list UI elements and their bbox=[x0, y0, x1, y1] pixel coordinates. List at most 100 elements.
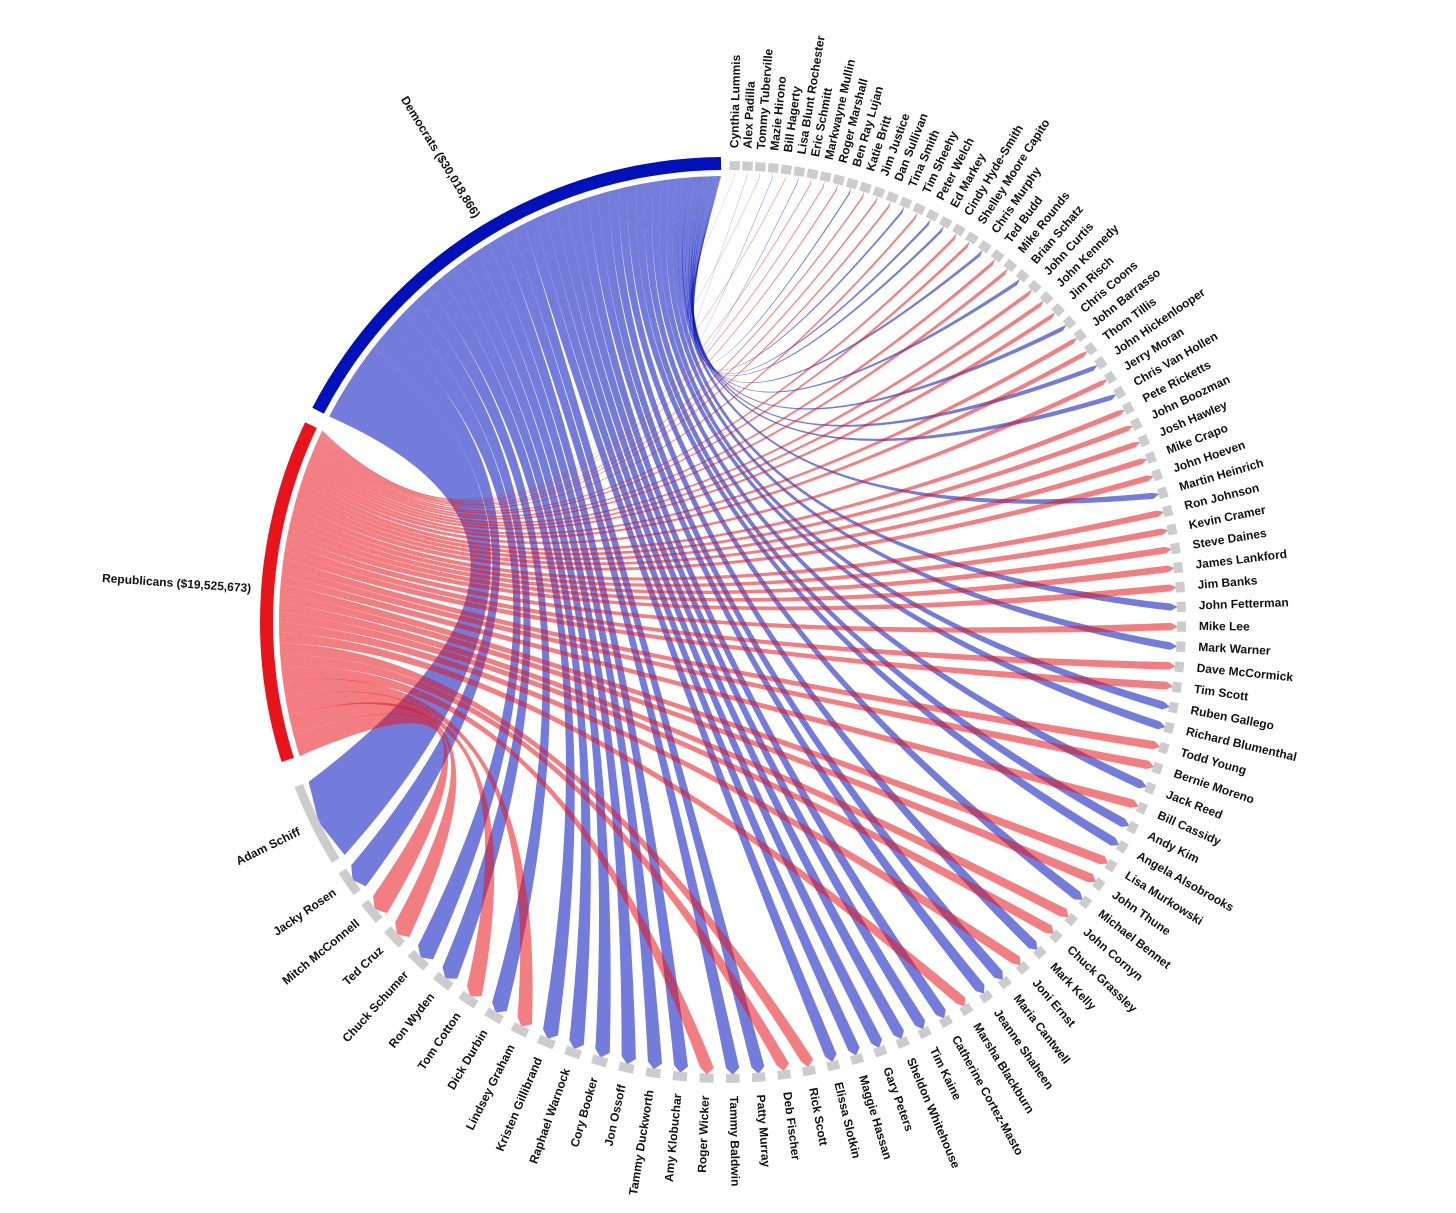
node-arc bbox=[1157, 741, 1170, 755]
node-arc bbox=[1078, 895, 1093, 909]
node-label: Elissa Slotkin bbox=[831, 1081, 863, 1160]
node-label: John Fetterman bbox=[1198, 595, 1288, 612]
ribbon bbox=[288, 702, 457, 937]
ribbon bbox=[403, 299, 531, 979]
ribbon bbox=[489, 236, 688, 1073]
ribbon bbox=[691, 176, 944, 376]
node-arc bbox=[1126, 820, 1139, 835]
node-label: Dave McCormick bbox=[1196, 661, 1294, 684]
node-arc bbox=[997, 975, 1012, 990]
node-arc bbox=[873, 1045, 888, 1058]
node-arc bbox=[432, 971, 454, 991]
node-arc bbox=[564, 1045, 582, 1060]
node-label: James Lankford bbox=[1195, 547, 1288, 572]
node-arc bbox=[1166, 523, 1178, 536]
node-arc bbox=[1162, 504, 1174, 518]
node-label: Jacky Rosen bbox=[270, 885, 338, 938]
node-arc bbox=[1176, 601, 1186, 613]
node-label: Rick Scott bbox=[806, 1086, 831, 1146]
node-arc bbox=[1144, 451, 1157, 465]
node-label: Mark Warner bbox=[1198, 640, 1271, 658]
ribbon bbox=[501, 229, 740, 1075]
node-arc bbox=[1144, 781, 1157, 795]
node-label: Adam Schiff bbox=[234, 824, 304, 868]
node-arc bbox=[1103, 370, 1118, 385]
node-arc bbox=[1039, 291, 1054, 305]
node-arc bbox=[751, 1072, 766, 1083]
node-arc bbox=[536, 1034, 556, 1050]
ribbons bbox=[278, 169, 1178, 1075]
node-arc bbox=[1073, 328, 1088, 343]
node-arc bbox=[793, 166, 806, 177]
node-arc bbox=[1173, 561, 1184, 574]
node-arc bbox=[384, 926, 406, 948]
node-label: Jon Ossoff bbox=[602, 1082, 629, 1147]
ribbon bbox=[524, 218, 837, 1063]
node-label: Jim Banks bbox=[1197, 573, 1258, 592]
ribbon bbox=[287, 528, 1177, 611]
node-arc bbox=[618, 1061, 635, 1074]
node-label: Mike Lee bbox=[1199, 619, 1250, 634]
ribbon bbox=[389, 313, 521, 960]
node-arc bbox=[819, 171, 832, 183]
node-arc bbox=[1151, 761, 1164, 775]
ribbon bbox=[477, 243, 662, 1070]
ribbon bbox=[293, 713, 448, 914]
node-arc bbox=[1051, 303, 1065, 317]
arcs bbox=[259, 157, 1187, 1083]
ribbon bbox=[313, 258, 996, 518]
node-arc bbox=[767, 163, 779, 174]
node-arc bbox=[978, 989, 994, 1004]
node-arc bbox=[1062, 315, 1077, 330]
node-arc bbox=[484, 1007, 504, 1025]
node-arc bbox=[895, 1036, 910, 1049]
ribbon bbox=[280, 574, 1139, 808]
node-arc bbox=[699, 1073, 714, 1083]
node-arc bbox=[978, 240, 992, 254]
node-label: Roger Wicker bbox=[695, 1095, 712, 1173]
node-arc bbox=[1137, 434, 1151, 448]
ribbon bbox=[285, 691, 495, 997]
node-arc bbox=[1130, 417, 1143, 431]
node-arc bbox=[338, 868, 361, 896]
node-arc bbox=[361, 899, 383, 923]
node-label: Sheldon Whitehouse bbox=[904, 1056, 963, 1171]
node-arc bbox=[1115, 840, 1129, 854]
node-arc bbox=[754, 162, 766, 172]
node-arc bbox=[1033, 945, 1047, 960]
ribbon bbox=[428, 277, 575, 1039]
node-arc bbox=[672, 1071, 688, 1082]
ribbon bbox=[282, 557, 1161, 750]
node-arc bbox=[899, 196, 913, 209]
node-label: Ted Cruz bbox=[340, 943, 386, 988]
node-label: Tim Scott bbox=[1193, 682, 1249, 704]
node-label: Steve Daines bbox=[1192, 526, 1268, 552]
node-arc bbox=[1135, 801, 1149, 815]
node-arc bbox=[938, 215, 953, 229]
ribbon bbox=[351, 328, 501, 887]
node-arc bbox=[1003, 258, 1018, 273]
node-arc bbox=[1171, 681, 1182, 693]
ribbon bbox=[281, 566, 1155, 769]
group-arc bbox=[259, 422, 317, 762]
node-arc bbox=[990, 249, 1005, 263]
ribbon bbox=[441, 268, 591, 1050]
node-arc bbox=[850, 1052, 865, 1066]
node-arc bbox=[938, 1014, 954, 1029]
ribbon bbox=[308, 347, 491, 855]
node-arc bbox=[1092, 877, 1106, 891]
node-arc bbox=[1064, 912, 1079, 927]
node-arc bbox=[806, 168, 819, 180]
node-arc bbox=[1084, 341, 1098, 356]
node-arc bbox=[1104, 858, 1118, 873]
node-label: Cynthia Lummis bbox=[727, 54, 743, 148]
group-arc bbox=[312, 157, 722, 414]
node-label: Cory Booker bbox=[568, 1075, 601, 1148]
node-arc bbox=[294, 783, 340, 863]
node-arc bbox=[777, 1069, 792, 1080]
node-label: Tammy Baldwin bbox=[727, 1096, 743, 1187]
node-label: Alex Padilla bbox=[741, 81, 758, 149]
node-arc bbox=[1168, 701, 1179, 714]
node-arc bbox=[407, 949, 430, 971]
node-arc bbox=[1176, 621, 1187, 632]
